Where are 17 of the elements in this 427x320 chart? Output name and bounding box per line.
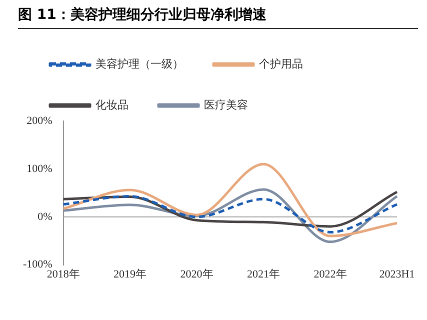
legend-label: 医疗美容 [204, 98, 248, 112]
legend-label: 个护用品 [259, 58, 303, 71]
legend-label: 化妆品 [96, 100, 128, 112]
legend-label: 美容护理（一级） [96, 58, 184, 71]
y-tick-label: 100% [26, 162, 52, 175]
line-series [62, 195, 398, 234]
x-tick-label: 2019年 [114, 268, 147, 280]
x-tick-label: 2022年 [314, 268, 347, 280]
x-tick-label: 2018年 [46, 268, 80, 280]
y-tick-label: 200% [26, 114, 52, 127]
x-tick-label: 2021年 [247, 268, 280, 280]
chart-title: 图 11：美容护理细分行业归母净利增速 [18, 6, 418, 29]
x-tick-label: 2020年 [180, 268, 214, 280]
line-series [62, 162, 398, 238]
y-tick-label: 0% [38, 210, 52, 223]
x-tick-label: 2023H1 [379, 268, 415, 280]
y-tick-label: -100% [23, 258, 52, 271]
